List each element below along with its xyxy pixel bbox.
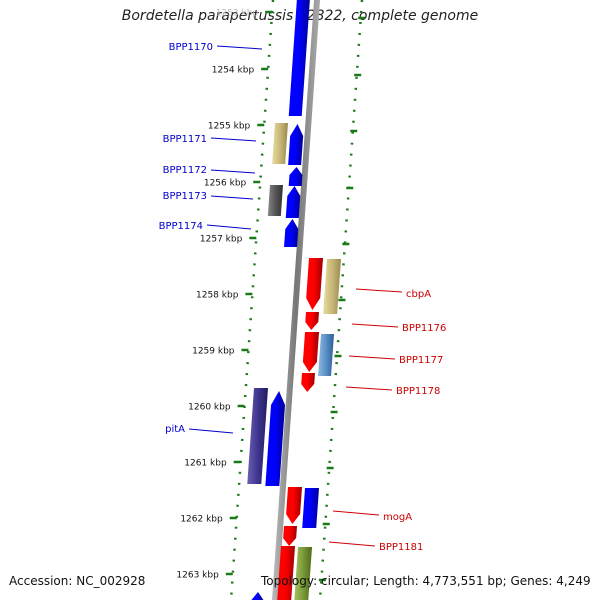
gene-label-bpp1171: BPP1171 xyxy=(163,134,207,145)
inner-ring-border-left xyxy=(229,0,275,600)
gene-bpp1177-homolog xyxy=(318,334,334,376)
gene-bpp1173 xyxy=(285,186,301,218)
gene-label-bpp1177: BPP1177 xyxy=(399,355,443,366)
outer-ring-border-right xyxy=(318,0,364,600)
gene-label-pita: pitA xyxy=(165,424,185,435)
gene-leader-line xyxy=(216,45,263,50)
gene-label-bpp1178: BPP1178 xyxy=(396,386,440,397)
tick-label: 1258 kbp xyxy=(196,291,239,301)
gene-pitA-homolog xyxy=(247,388,268,484)
gene-pitA xyxy=(265,391,286,486)
gene-label-bpp1176: BPP1176 xyxy=(402,323,446,334)
gene-bpp1171-homolog xyxy=(272,123,288,164)
gene-cbpA-homolog xyxy=(323,259,341,314)
gene-bpp1181-homolog xyxy=(294,547,312,600)
gene-bpp1181 xyxy=(283,526,297,546)
gene-bpp1171 xyxy=(288,124,304,165)
gene-bpp1172 xyxy=(288,167,303,186)
tick-label: 1262 kbp xyxy=(180,515,223,525)
tick-label: 1253 kbp xyxy=(216,9,259,19)
tick-label: 1255 kbp xyxy=(208,122,251,132)
gene-bpp1176 xyxy=(305,312,319,330)
gene-mogA-homolog xyxy=(302,488,319,528)
tick-label: 1263 kbp xyxy=(176,571,219,581)
gene-leader-line xyxy=(332,510,380,516)
gene-label-bpp1173: BPP1173 xyxy=(163,191,207,202)
genome-backbone xyxy=(272,0,320,600)
gene-leader-line xyxy=(210,137,257,142)
gene-bpp1174 xyxy=(284,219,299,247)
gene-leader-line xyxy=(210,195,254,200)
gene-bpp1173-homolog xyxy=(267,185,283,216)
gene-leader-line xyxy=(188,428,234,434)
gene-next-reverse xyxy=(277,546,295,600)
gene-leader-line xyxy=(348,355,396,360)
tick-label: 1254 kbp xyxy=(212,66,255,76)
gene-next-forward xyxy=(251,592,264,600)
gene-label-bpp1174: BPP1174 xyxy=(159,221,203,232)
gene-leader-line xyxy=(328,541,376,547)
tick-label: 1257 kbp xyxy=(200,235,243,245)
gene-bpp1170 xyxy=(288,0,310,116)
gene-leader-line xyxy=(355,288,403,293)
gene-label-bpp1172: BPP1172 xyxy=(163,165,207,176)
tick-label: 1260 kbp xyxy=(188,403,231,413)
gene-bpp1177 xyxy=(302,332,319,372)
tick-label: 1256 kbp xyxy=(204,179,247,189)
gene-label-bpp1170: BPP1170 xyxy=(169,42,213,53)
tick-label: 1261 kbp xyxy=(184,459,227,469)
accession-text: Accession: NC_002928 xyxy=(9,574,146,588)
gene-leader-line xyxy=(351,323,399,328)
gene-bpp1178 xyxy=(301,373,315,392)
gene-leader-line xyxy=(210,169,256,174)
gene-cbpA xyxy=(306,258,323,310)
gene-label-moga: mogA xyxy=(383,512,412,523)
topology-text: Topology: circular; Length: 4,773,551 bp… xyxy=(261,574,591,588)
gene-leader-line xyxy=(206,224,252,230)
gene-label-bpp1181: BPP1181 xyxy=(379,542,423,553)
gene-label-cbpa: cbpA xyxy=(406,289,431,300)
gene-mogA xyxy=(286,487,302,524)
gene-leader-line xyxy=(345,386,393,391)
tick-label: 1259 kbp xyxy=(192,347,235,357)
